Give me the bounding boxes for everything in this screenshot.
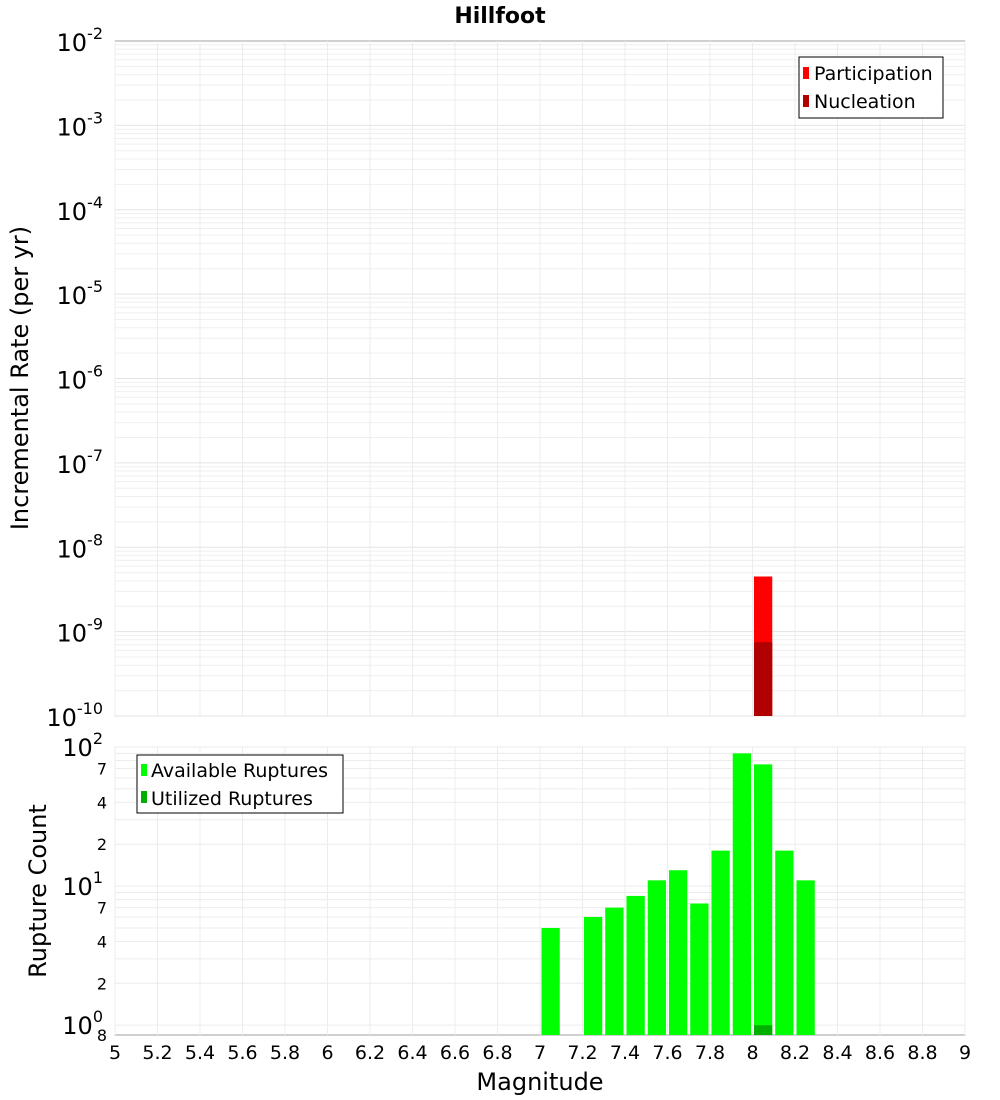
- x-tick-label: 8.4: [822, 1042, 852, 1064]
- x-tick-label: 8.2: [780, 1042, 810, 1064]
- bottom-y-tick-label: 8: [97, 1026, 107, 1045]
- top-legend: Participation Nucleation: [798, 56, 944, 119]
- bottom-y-axis-label: Rupture Count: [24, 804, 52, 978]
- available-ruptures-bar: [711, 850, 730, 1035]
- participation-legend-swatch: [803, 67, 809, 79]
- bottom-legend: Available Ruptures Utilized Ruptures: [136, 754, 344, 814]
- x-tick-labels: 5 5.2 5.4 5.6 5.8 6 6.2 6.4 6.6 6.8 7 7.2 7.4 7.6 7.8 8…: [109, 1042, 971, 1064]
- x-tick-label: 5: [109, 1042, 121, 1064]
- x-tick-label: 8.8: [907, 1042, 937, 1064]
- x-tick-label: 5.2: [142, 1042, 172, 1064]
- x-tick-label: 5.4: [185, 1042, 215, 1064]
- participation-legend-label: Participation: [814, 63, 933, 85]
- nucleation-legend-label: Nucleation: [814, 91, 916, 113]
- top-y-tick-label: 10-3: [57, 108, 104, 141]
- x-tick-label: 8.6: [865, 1042, 895, 1064]
- available-ruptures-bar: [753, 764, 773, 1035]
- x-tick-label: 6.4: [397, 1042, 427, 1064]
- nucleation-legend-swatch: [803, 95, 809, 107]
- x-tick-label: 7.8: [695, 1042, 725, 1064]
- x-tick-label: 7.4: [610, 1042, 640, 1064]
- available-ruptures-bar: [775, 850, 794, 1035]
- x-tick-label: 7.2: [567, 1042, 597, 1064]
- bottom-y-tick-label: 101: [62, 868, 103, 901]
- available-ruptures-bar: [732, 753, 752, 1035]
- bottom-y-tick-label: 7: [97, 899, 107, 918]
- top-y-tick-label: 10-4: [57, 193, 104, 226]
- bottom-y-tick-label: 7: [97, 760, 107, 779]
- available-ruptures-bar: [605, 907, 624, 1035]
- top-y-tick-label: 10-6: [57, 362, 104, 395]
- bottom-y-tick-label: 4: [97, 932, 107, 951]
- x-tick-label: 7.6: [652, 1042, 682, 1064]
- available-legend-label: Available Ruptures: [151, 760, 328, 782]
- available-ruptures-bar: [796, 880, 815, 1035]
- x-tick-label: 8: [746, 1042, 758, 1064]
- nucleation-bar: [753, 642, 773, 716]
- top-y-tick-labels: 10-2 10-3 10-4 10-5 10-6 10-7 10-8 10-9 10-10: [46, 24, 103, 732]
- x-axis-label: Magnitude: [476, 1068, 603, 1096]
- available-ruptures-bar: [668, 870, 688, 1035]
- x-tick-label: 6: [321, 1042, 333, 1064]
- utilized-legend-label: Utilized Ruptures: [151, 788, 313, 810]
- available-ruptures-bar: [541, 927, 560, 1035]
- top-y-tick-label: 10-5: [57, 277, 104, 310]
- top-y-tick-label: 10-7: [57, 446, 104, 479]
- x-tick-label: 6.2: [355, 1042, 385, 1064]
- top-y-tick-label: 10-8: [57, 530, 104, 563]
- x-tick-label: 9: [959, 1042, 971, 1064]
- available-ruptures-bar: [583, 916, 603, 1035]
- bottom-y-tick-label: 2: [97, 835, 107, 854]
- top-y-axis-label: Incremental Rate (per yr): [6, 226, 34, 530]
- bottom-y-tick-label: 102: [62, 729, 103, 762]
- available-ruptures-bar: [690, 903, 709, 1035]
- x-tick-label: 6.6: [440, 1042, 470, 1064]
- available-ruptures-bar: [626, 895, 645, 1035]
- bottom-y-tick-label: 2: [97, 974, 107, 993]
- bottom-grid: [114, 746, 966, 1035]
- x-tick-label: 6.8: [482, 1042, 512, 1064]
- bottom-y-tick-label: 100: [62, 1007, 103, 1040]
- top-y-tick-label: 10-2: [57, 24, 104, 57]
- chart-title: Hillfoot: [454, 4, 546, 29]
- top-y-tick-label: 10-9: [57, 615, 104, 648]
- x-tick-label: 7: [534, 1042, 546, 1064]
- available-ruptures-bar: [647, 880, 667, 1035]
- bottom-bars: [541, 753, 815, 1035]
- utilized-ruptures-bar: [753, 1025, 773, 1035]
- top-y-tick-label: 10-10: [46, 699, 103, 732]
- bottom-legend-box: [136, 754, 344, 814]
- available-legend-swatch: [141, 764, 147, 776]
- top-bars: [753, 576, 773, 716]
- x-tick-label: 5.8: [270, 1042, 300, 1064]
- top-grid: [114, 41, 966, 717]
- bottom-y-tick-label: 4: [97, 793, 107, 812]
- utilized-legend-swatch: [141, 791, 147, 803]
- top-panel: 10-2 10-3 10-4 10-5 10-6 10-7 10-8 10-9 10-10 In…: [6, 24, 966, 732]
- x-tick-label: 5.6: [227, 1042, 257, 1064]
- top-legend-box: [798, 56, 944, 119]
